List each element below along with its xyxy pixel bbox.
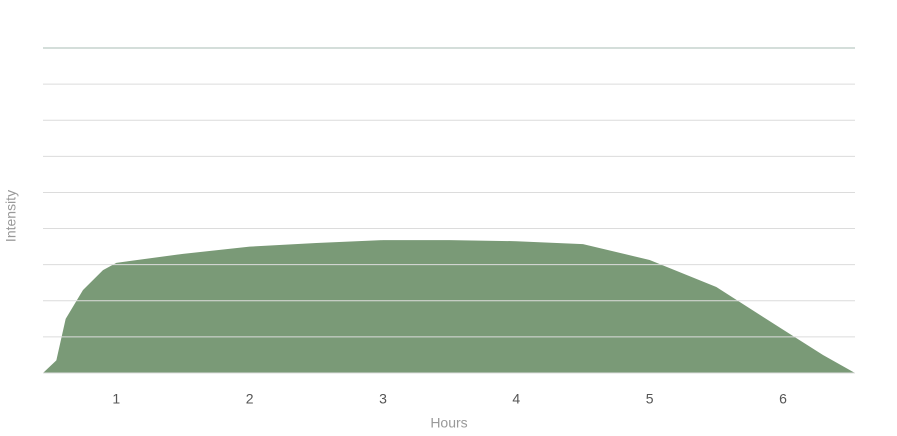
x-tick-label: 5 xyxy=(646,391,654,407)
x-tick-label: 6 xyxy=(779,391,787,407)
area xyxy=(43,240,855,373)
x-tick-label: 3 xyxy=(379,391,387,407)
x-axis-label: Hours xyxy=(430,415,467,431)
x-tick-label: 4 xyxy=(512,391,520,407)
x-tick-label: 1 xyxy=(112,391,120,407)
y-axis-label: Intensity xyxy=(3,190,19,242)
x-tick-label: 2 xyxy=(246,391,254,407)
